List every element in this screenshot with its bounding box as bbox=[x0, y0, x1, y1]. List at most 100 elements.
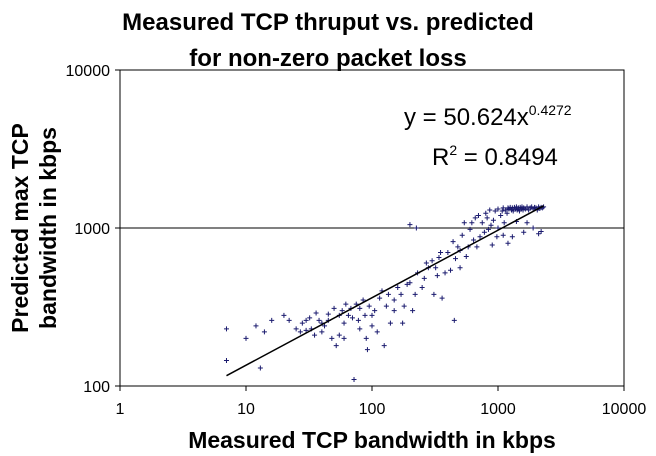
data-point bbox=[325, 311, 331, 317]
data-point bbox=[331, 305, 337, 311]
data-point bbox=[303, 317, 309, 323]
data-point bbox=[421, 275, 427, 281]
data-point bbox=[436, 255, 442, 261]
data-point bbox=[312, 332, 318, 338]
y-tick-label: 1000 bbox=[74, 221, 110, 238]
data-point bbox=[445, 249, 451, 255]
data-point bbox=[339, 308, 345, 314]
data-point bbox=[366, 303, 372, 309]
data-point bbox=[381, 343, 387, 349]
x-tick-label: 100 bbox=[359, 401, 386, 418]
power-trendline bbox=[226, 205, 544, 377]
data-point bbox=[451, 317, 457, 323]
data-point bbox=[461, 220, 467, 226]
equation-exponent: 0.4272 bbox=[529, 102, 572, 118]
data-point bbox=[349, 315, 355, 321]
r-squared-exponent: 2 bbox=[449, 142, 457, 158]
data-point bbox=[538, 229, 544, 235]
x-tick-label: 10 bbox=[237, 401, 255, 418]
data-point bbox=[479, 220, 485, 226]
y-axis-title-line-2: bandwidth in kbps bbox=[35, 127, 61, 329]
data-point bbox=[485, 226, 491, 232]
data-point bbox=[530, 225, 536, 231]
data-point bbox=[501, 220, 507, 226]
data-point bbox=[374, 329, 380, 335]
data-point bbox=[355, 317, 361, 323]
data-point bbox=[434, 273, 440, 279]
data-point bbox=[383, 303, 389, 309]
equation-prefix: y = 50.624x bbox=[404, 104, 529, 131]
data-point bbox=[401, 303, 407, 309]
data-point bbox=[487, 207, 493, 213]
data-point bbox=[474, 244, 480, 250]
r-squared-label: R2 = 0.8494 bbox=[432, 142, 558, 171]
data-point bbox=[404, 281, 410, 287]
data-point bbox=[450, 239, 456, 245]
data-point bbox=[524, 204, 530, 210]
data-point bbox=[372, 308, 378, 314]
data-point bbox=[488, 222, 494, 228]
data-point bbox=[293, 326, 299, 332]
data-point bbox=[419, 285, 425, 291]
data-point bbox=[413, 225, 419, 231]
data-point bbox=[410, 308, 416, 314]
data-point bbox=[489, 242, 495, 248]
data-point bbox=[448, 267, 454, 273]
data-point bbox=[453, 256, 459, 262]
data-point bbox=[412, 291, 418, 297]
data-point bbox=[467, 226, 473, 232]
data-point bbox=[387, 320, 393, 326]
data-point bbox=[257, 365, 263, 371]
data-point bbox=[223, 358, 229, 364]
data-point bbox=[281, 312, 287, 318]
data-point bbox=[299, 320, 305, 326]
data-point bbox=[490, 217, 496, 223]
data-point bbox=[505, 205, 511, 211]
data-point bbox=[341, 320, 347, 326]
data-point bbox=[316, 317, 322, 323]
data-point bbox=[407, 280, 413, 286]
data-point bbox=[362, 312, 368, 318]
x-axis-ticks: 1 10 100 1000 10000 bbox=[116, 386, 647, 418]
data-point bbox=[253, 323, 259, 329]
data-point bbox=[261, 329, 267, 335]
data-point bbox=[363, 335, 369, 341]
data-point bbox=[391, 297, 397, 303]
y-tick-label: 100 bbox=[83, 379, 110, 396]
data-point bbox=[505, 240, 511, 246]
x-tick-label: 1000 bbox=[480, 401, 516, 418]
data-point bbox=[472, 215, 478, 221]
trendline bbox=[226, 205, 544, 377]
y-axis-title-line-1: Predicted max TCP bbox=[7, 123, 33, 333]
data-point bbox=[303, 327, 309, 333]
data-point bbox=[481, 229, 487, 235]
data-point bbox=[463, 254, 469, 260]
data-points bbox=[223, 204, 547, 382]
data-point bbox=[439, 295, 445, 301]
data-point bbox=[333, 343, 339, 349]
x-tick-label: 1 bbox=[116, 401, 125, 418]
data-point bbox=[521, 229, 527, 235]
data-point bbox=[423, 260, 429, 266]
data-point bbox=[471, 237, 477, 243]
y-tick-label: 10000 bbox=[66, 63, 111, 80]
x-axis-title: Measured TCP bandwidth in kbps bbox=[188, 427, 556, 453]
data-point bbox=[329, 335, 335, 341]
data-point bbox=[504, 210, 510, 216]
data-point bbox=[536, 231, 542, 237]
x-tick-label: 10000 bbox=[602, 401, 647, 418]
data-point bbox=[475, 212, 481, 218]
data-point bbox=[500, 232, 506, 238]
data-point bbox=[457, 265, 463, 271]
data-point bbox=[357, 326, 363, 332]
data-point bbox=[484, 215, 490, 221]
data-point bbox=[336, 332, 342, 338]
data-point bbox=[345, 312, 351, 318]
data-point bbox=[429, 258, 435, 264]
data-point bbox=[495, 206, 501, 212]
data-point bbox=[223, 326, 229, 332]
data-point bbox=[407, 222, 413, 228]
data-point bbox=[509, 234, 515, 240]
data-point bbox=[455, 244, 461, 250]
